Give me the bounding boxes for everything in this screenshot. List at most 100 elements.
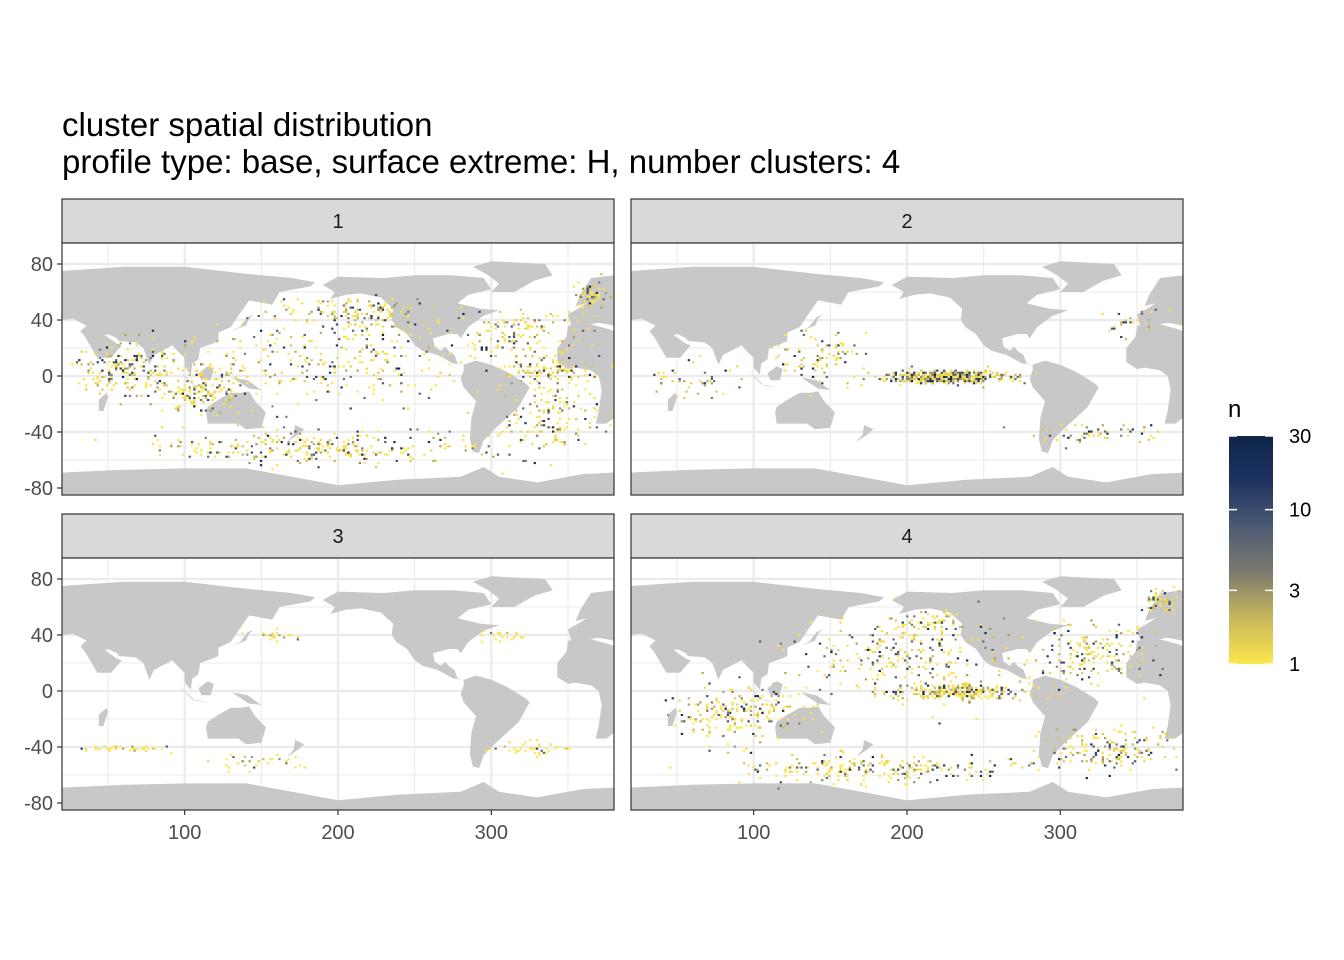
data-cell <box>943 371 946 374</box>
data-cell <box>952 623 955 626</box>
data-cell <box>207 399 210 402</box>
data-cell <box>1067 665 1070 668</box>
data-cell <box>121 371 125 374</box>
data-cell <box>531 371 534 374</box>
data-cell <box>968 693 971 696</box>
data-cell <box>961 371 964 374</box>
data-cell <box>887 373 891 376</box>
data-cell <box>595 409 598 412</box>
data-cell <box>821 340 824 343</box>
data-cell <box>823 371 826 374</box>
data-cell <box>963 371 966 374</box>
data-cell <box>512 331 516 334</box>
land-mass <box>891 590 1068 680</box>
data-cell <box>598 281 601 284</box>
data-cell <box>147 378 150 381</box>
data-cell <box>105 747 109 750</box>
data-cell <box>547 390 550 393</box>
data-cell <box>105 346 109 349</box>
data-cell <box>906 772 909 775</box>
data-cell <box>1062 669 1065 672</box>
data-cell <box>326 304 329 307</box>
data-cell <box>972 697 976 700</box>
data-cell <box>694 720 697 723</box>
data-cell <box>1083 753 1086 756</box>
data-cell <box>105 352 109 355</box>
data-cell <box>230 445 233 448</box>
data-cell <box>216 323 219 326</box>
data-cell <box>110 373 113 376</box>
data-cell <box>335 317 339 320</box>
data-cell <box>1120 434 1123 437</box>
data-cell <box>975 770 978 773</box>
data-cell <box>1087 646 1091 649</box>
data-cell <box>825 344 828 347</box>
data-cell <box>522 743 525 746</box>
data-cell <box>326 300 329 303</box>
data-cell <box>756 699 759 702</box>
data-cell <box>802 333 805 336</box>
data-cell <box>929 781 932 784</box>
data-cell <box>347 300 350 303</box>
data-cell <box>533 319 536 322</box>
data-cell <box>517 369 520 372</box>
data-cell <box>708 730 711 733</box>
data-cell <box>998 695 1001 698</box>
data-cell <box>556 438 559 441</box>
data-cell <box>745 703 748 706</box>
data-cell <box>225 371 228 374</box>
data-cell <box>959 625 962 628</box>
data-cell <box>262 634 265 637</box>
data-cell <box>1140 432 1144 435</box>
data-cell <box>1122 321 1125 324</box>
data-cell <box>857 667 861 670</box>
data-cell <box>846 350 849 353</box>
data-cell <box>1117 753 1121 756</box>
data-cell <box>446 445 449 448</box>
data-cell <box>115 382 118 385</box>
data-cell <box>772 690 776 693</box>
data-cell <box>1064 678 1068 681</box>
data-cell <box>906 762 909 765</box>
data-cell <box>190 380 194 383</box>
data-cell <box>998 378 1001 381</box>
data-cell <box>1161 730 1164 733</box>
data-cell <box>828 344 831 347</box>
data-cell <box>673 724 677 727</box>
data-cell <box>869 768 872 771</box>
data-cell <box>1094 625 1098 628</box>
data-cell <box>595 426 598 429</box>
data-cell <box>982 640 985 643</box>
data-cell <box>485 369 488 372</box>
data-cell <box>510 638 513 641</box>
data-cell <box>1168 602 1171 605</box>
data-cell <box>749 709 753 712</box>
data-cell <box>547 371 550 374</box>
data-cell <box>943 703 946 706</box>
data-cell <box>554 438 557 441</box>
land-mass <box>1126 324 1183 424</box>
data-cell <box>499 367 502 370</box>
data-cell <box>975 693 978 696</box>
data-cell <box>287 758 290 761</box>
data-cell <box>837 350 840 353</box>
data-cell <box>908 378 911 381</box>
data-cell <box>915 655 918 658</box>
data-cell <box>156 386 159 389</box>
data-cell <box>800 359 803 362</box>
data-cell <box>241 760 244 763</box>
data-cell <box>938 642 941 645</box>
data-cell <box>365 457 368 460</box>
data-cell <box>554 399 557 402</box>
data-cell <box>926 768 930 771</box>
data-cell <box>678 378 681 381</box>
data-cell <box>977 638 980 641</box>
data-cell <box>276 415 279 418</box>
data-cell <box>1150 751 1153 754</box>
data-cell <box>188 399 191 402</box>
data-cell <box>1106 669 1109 672</box>
data-cell <box>563 405 566 408</box>
data-cell <box>289 432 293 435</box>
data-cell <box>1023 690 1026 693</box>
